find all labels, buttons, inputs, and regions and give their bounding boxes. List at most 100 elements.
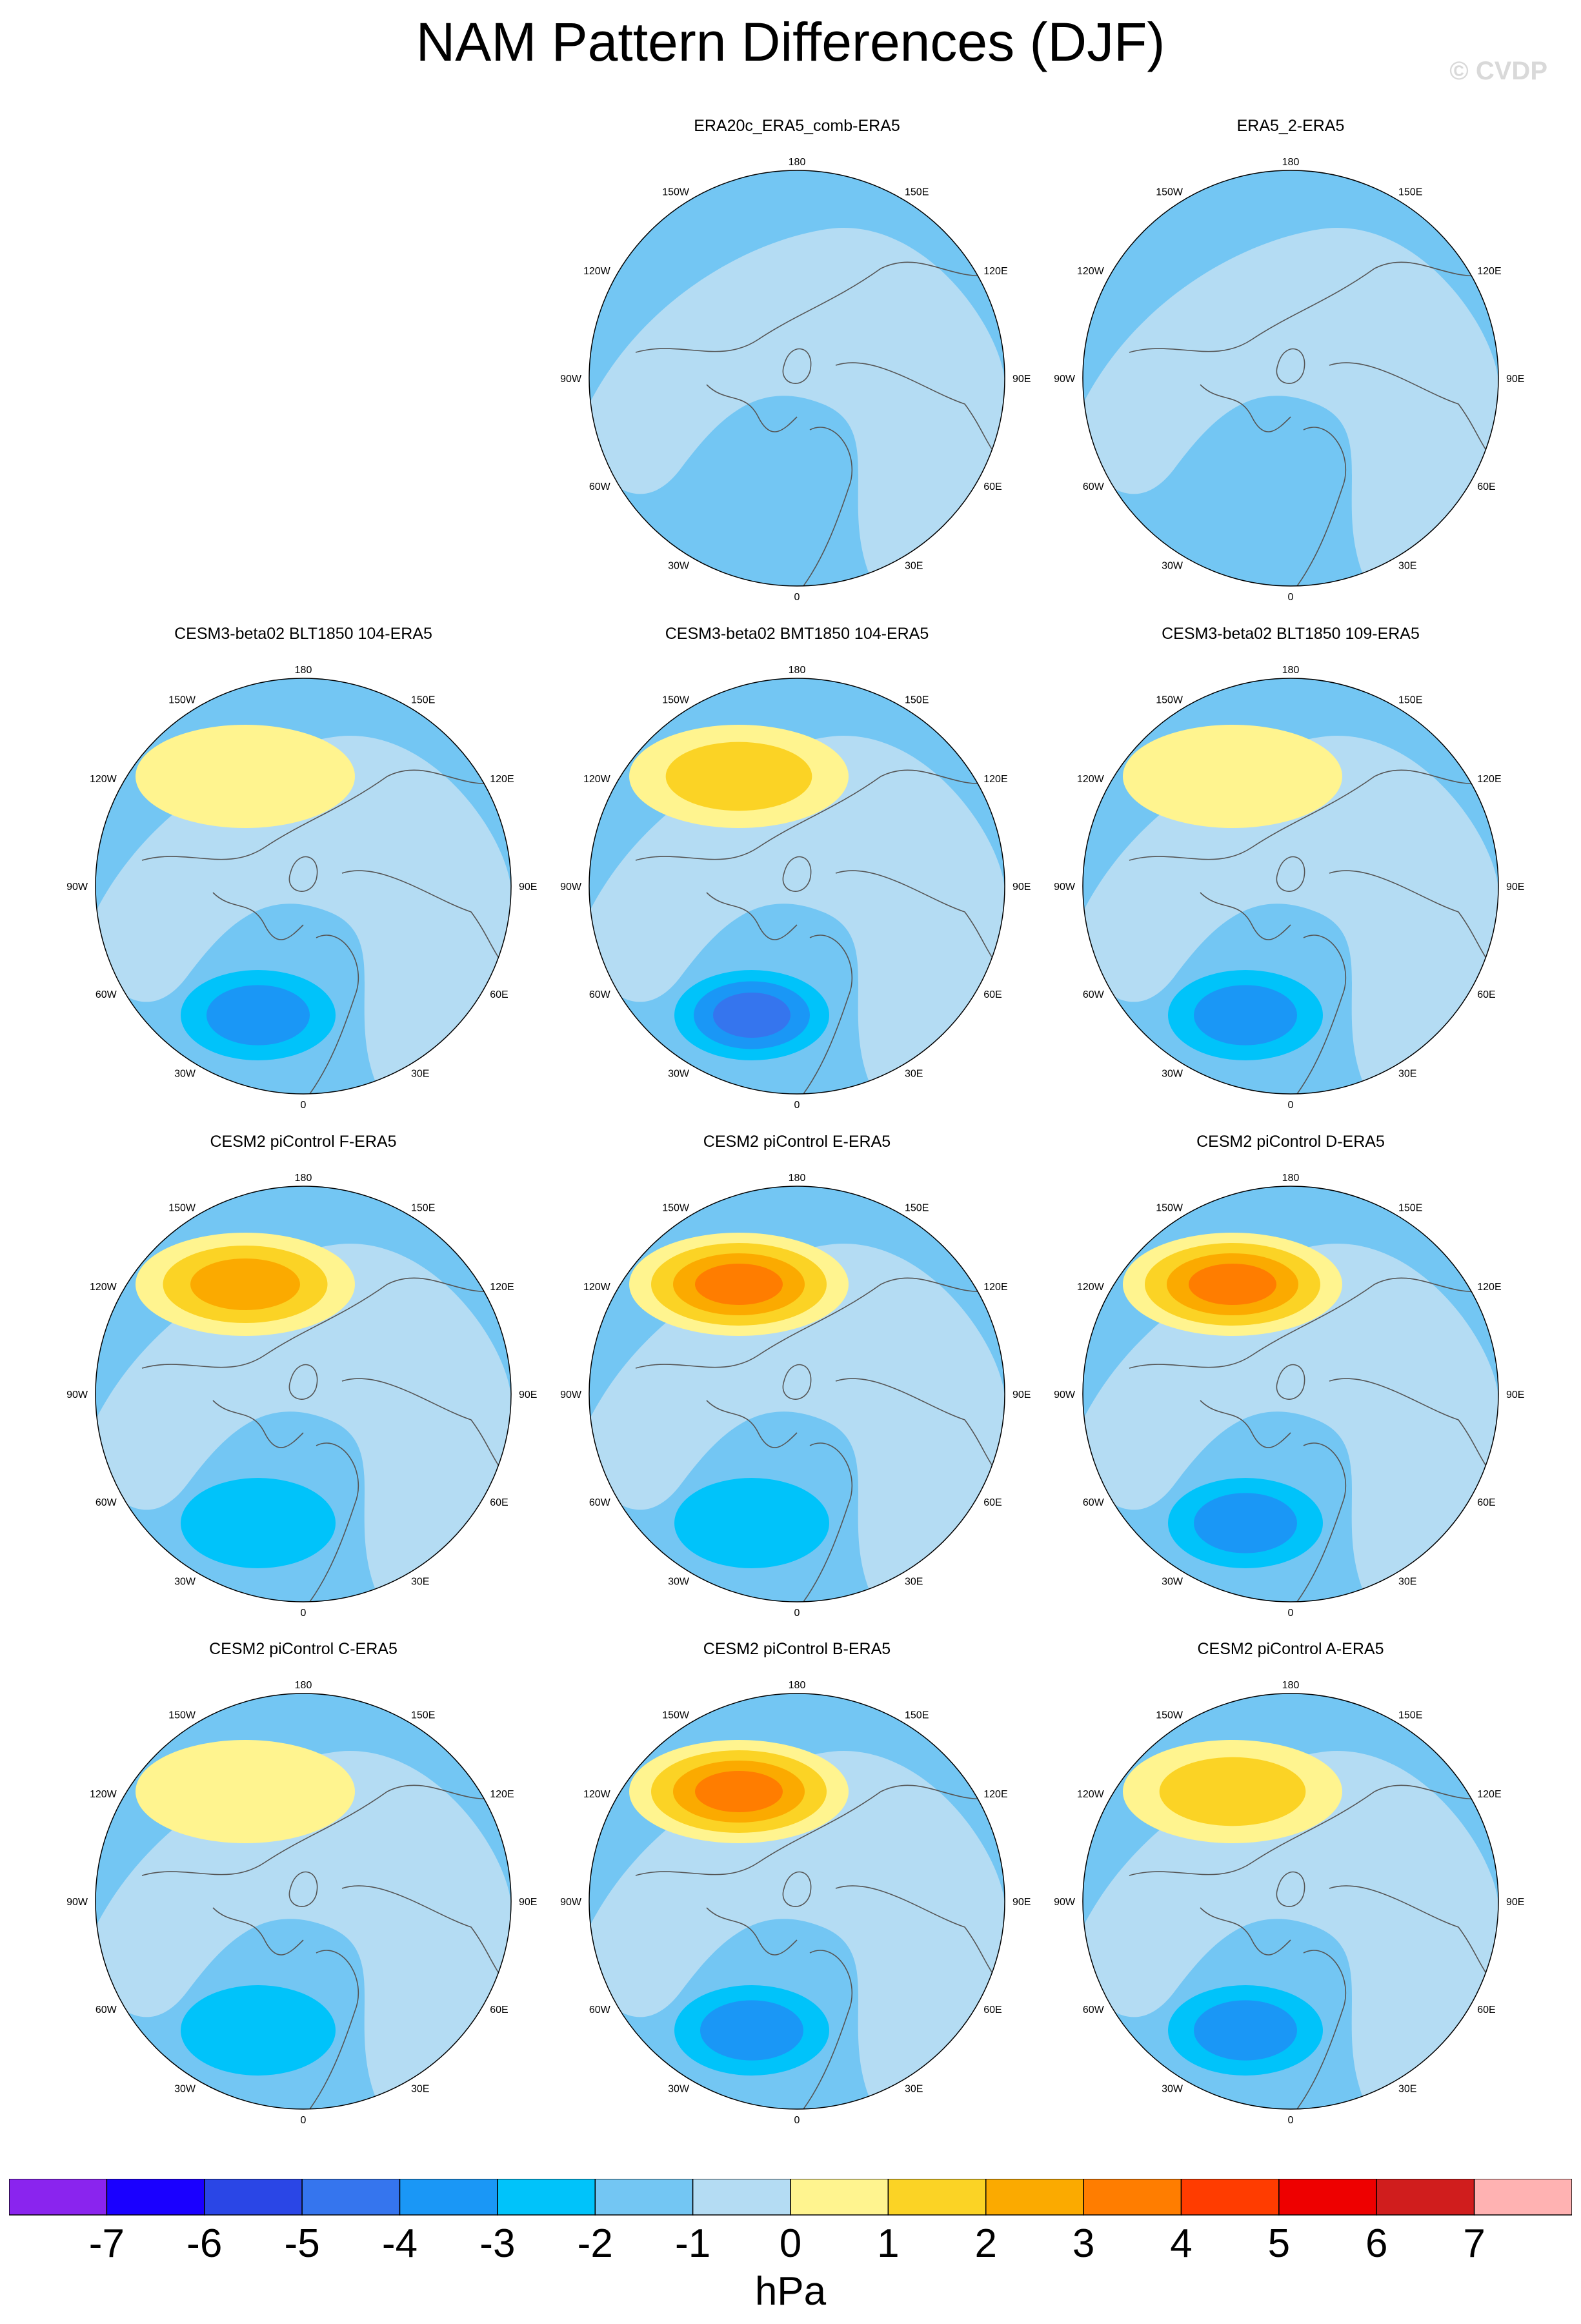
colorbar-tick-label: 5 [1267,2221,1291,2266]
longitude-label: 150W [1156,695,1183,706]
longitude-label: 90E [1012,1897,1031,1908]
polar-map: 180 0 150W 150E 120W 120E 90W 90E 60W 60E 30W 30E [1054,157,1524,603]
coastline [706,384,798,432]
longitude-label: 90W [560,1389,582,1400]
longitude-label: 180 [789,1173,806,1184]
panel-title: CESM2 piControl B-ERA5 [703,1640,891,1658]
coastline [706,1400,798,1448]
longitude-label: 0 [794,2115,800,2126]
longitude-label: 60E [1477,1497,1495,1508]
coastline [835,362,1005,463]
longitude-label: 120E [983,1282,1007,1293]
coastline [288,856,318,892]
longitude-label: 30E [411,1576,429,1587]
colorbar-tick-label: -3 [479,2221,516,2266]
longitude-label: 90W [66,1897,88,1908]
colorbar-swatch [594,2179,694,2216]
colorbar-tick-label: 0 [779,2221,802,2266]
longitude-label: 150W [1156,1710,1183,1721]
positive-region [1083,736,1498,1094]
coastline [212,1400,304,1448]
map-boundary [1082,678,1499,1095]
longitude-label: 150E [1398,1710,1422,1721]
positive-anomaly-contour [1159,1757,1306,1826]
longitude-label: 0 [1288,1100,1294,1111]
coastline [288,1364,318,1400]
coastline [1329,1378,1498,1479]
colorbar-swatch [887,2179,987,2216]
longitude-label: 120E [983,1789,1007,1800]
coastline [635,1277,991,1369]
longitude-label: 60E [983,1497,1002,1508]
longitude-label: 30E [1398,1576,1416,1587]
panel-title: CESM2 piControl A-ERA5 [1197,1640,1384,1658]
map-boundary [95,1693,512,2110]
coastline [141,1277,498,1369]
polar-map: 180 0 150W 150E 120W 120E 90W 90E 60W 60E 30W 30E [560,665,1031,1111]
longitude-label: 30W [668,1576,690,1587]
positive-region [96,1244,511,1602]
coastline [1200,1400,1291,1448]
positive-region [1083,1244,1498,1602]
colorbar [9,2179,1572,2216]
polar-map: 180 0 150W 150E 120W 120E 90W 90E 60W 60E 30W 30E [66,665,537,1111]
longitude-label: 180 [295,665,312,676]
coastline [835,1378,1005,1479]
colorbar-swatch [790,2179,889,2216]
longitude-label: 30E [411,1068,429,1079]
longitude-label: 150E [905,187,929,198]
longitude-label: 30E [905,1068,923,1079]
longitude-label: 180 [789,1680,806,1691]
longitude-label: 60E [490,1497,508,1508]
longitude-label: 0 [301,1100,307,1111]
negative-anomaly-contour [1194,985,1297,1046]
longitude-label: 60E [490,989,508,1000]
positive-anomaly-contour [136,1740,355,1843]
polar-map: 180 0 150W 150E 120W 120E 90W 90E 60W 60E 30W 30E [560,1173,1031,1619]
colorbar-swatch [1376,2179,1475,2216]
coastline [803,1950,852,2109]
longitude-label: 0 [301,1608,307,1619]
positive-region [96,1751,511,2109]
copyright-watermark: © CVDP [1449,57,1547,85]
colorbar-swatch [497,2179,596,2216]
longitude-label: 150E [411,1710,435,1721]
coastline [803,935,852,1094]
longitude-label: 30W [668,1068,690,1079]
positive-region [589,1244,1005,1602]
longitude-label: 60E [1477,2005,1495,2016]
positive-region [96,736,511,1094]
longitude-label: 60W [589,481,611,492]
panel-title: CESM2 piControl F-ERA5 [210,1133,397,1151]
negative-anomaly-contour [1194,2000,1297,2061]
map-boundary [1082,170,1499,587]
colorbar-tick-labels: -7 -6 -5 -4 -3 -2 -1 0 1 2 3 4 5 6 7 [0,2221,1581,2273]
longitude-label: 30E [905,1576,923,1587]
longitude-label: 90E [1012,1389,1031,1400]
coastline [1329,1885,1498,1986]
longitude-label: 90E [1506,882,1524,893]
colorbar-swatch [301,2179,401,2216]
colorbar-units-label: hPa [754,2269,827,2314]
longitude-label: 30W [668,560,690,571]
negative-anomaly-contour [674,1478,829,1568]
negative-anomaly-contour [713,993,790,1038]
positive-anomaly-contour [136,725,355,828]
longitude-label: 60E [983,481,1002,492]
coastline [1129,1784,1485,1876]
coastline [1296,935,1346,1094]
colorbar-swatch [1278,2179,1377,2216]
longitude-label: 0 [1288,2115,1294,2126]
longitude-label: 60W [589,989,611,1000]
colorbar-swatch [9,2179,108,2216]
longitude-label: 30E [411,2083,429,2094]
colorbar-tick-label: -1 [675,2221,711,2266]
longitude-label: 60W [1083,1497,1105,1508]
longitude-label: 120E [1477,774,1501,785]
positive-anomaly-contour [665,742,812,811]
map-boundary [589,170,1005,587]
coastline [635,769,991,861]
panel-title: ERA20c_ERA5_comb-ERA5 [694,117,900,135]
longitude-label: 150W [168,695,196,706]
longitude-label: 180 [1282,1173,1300,1184]
